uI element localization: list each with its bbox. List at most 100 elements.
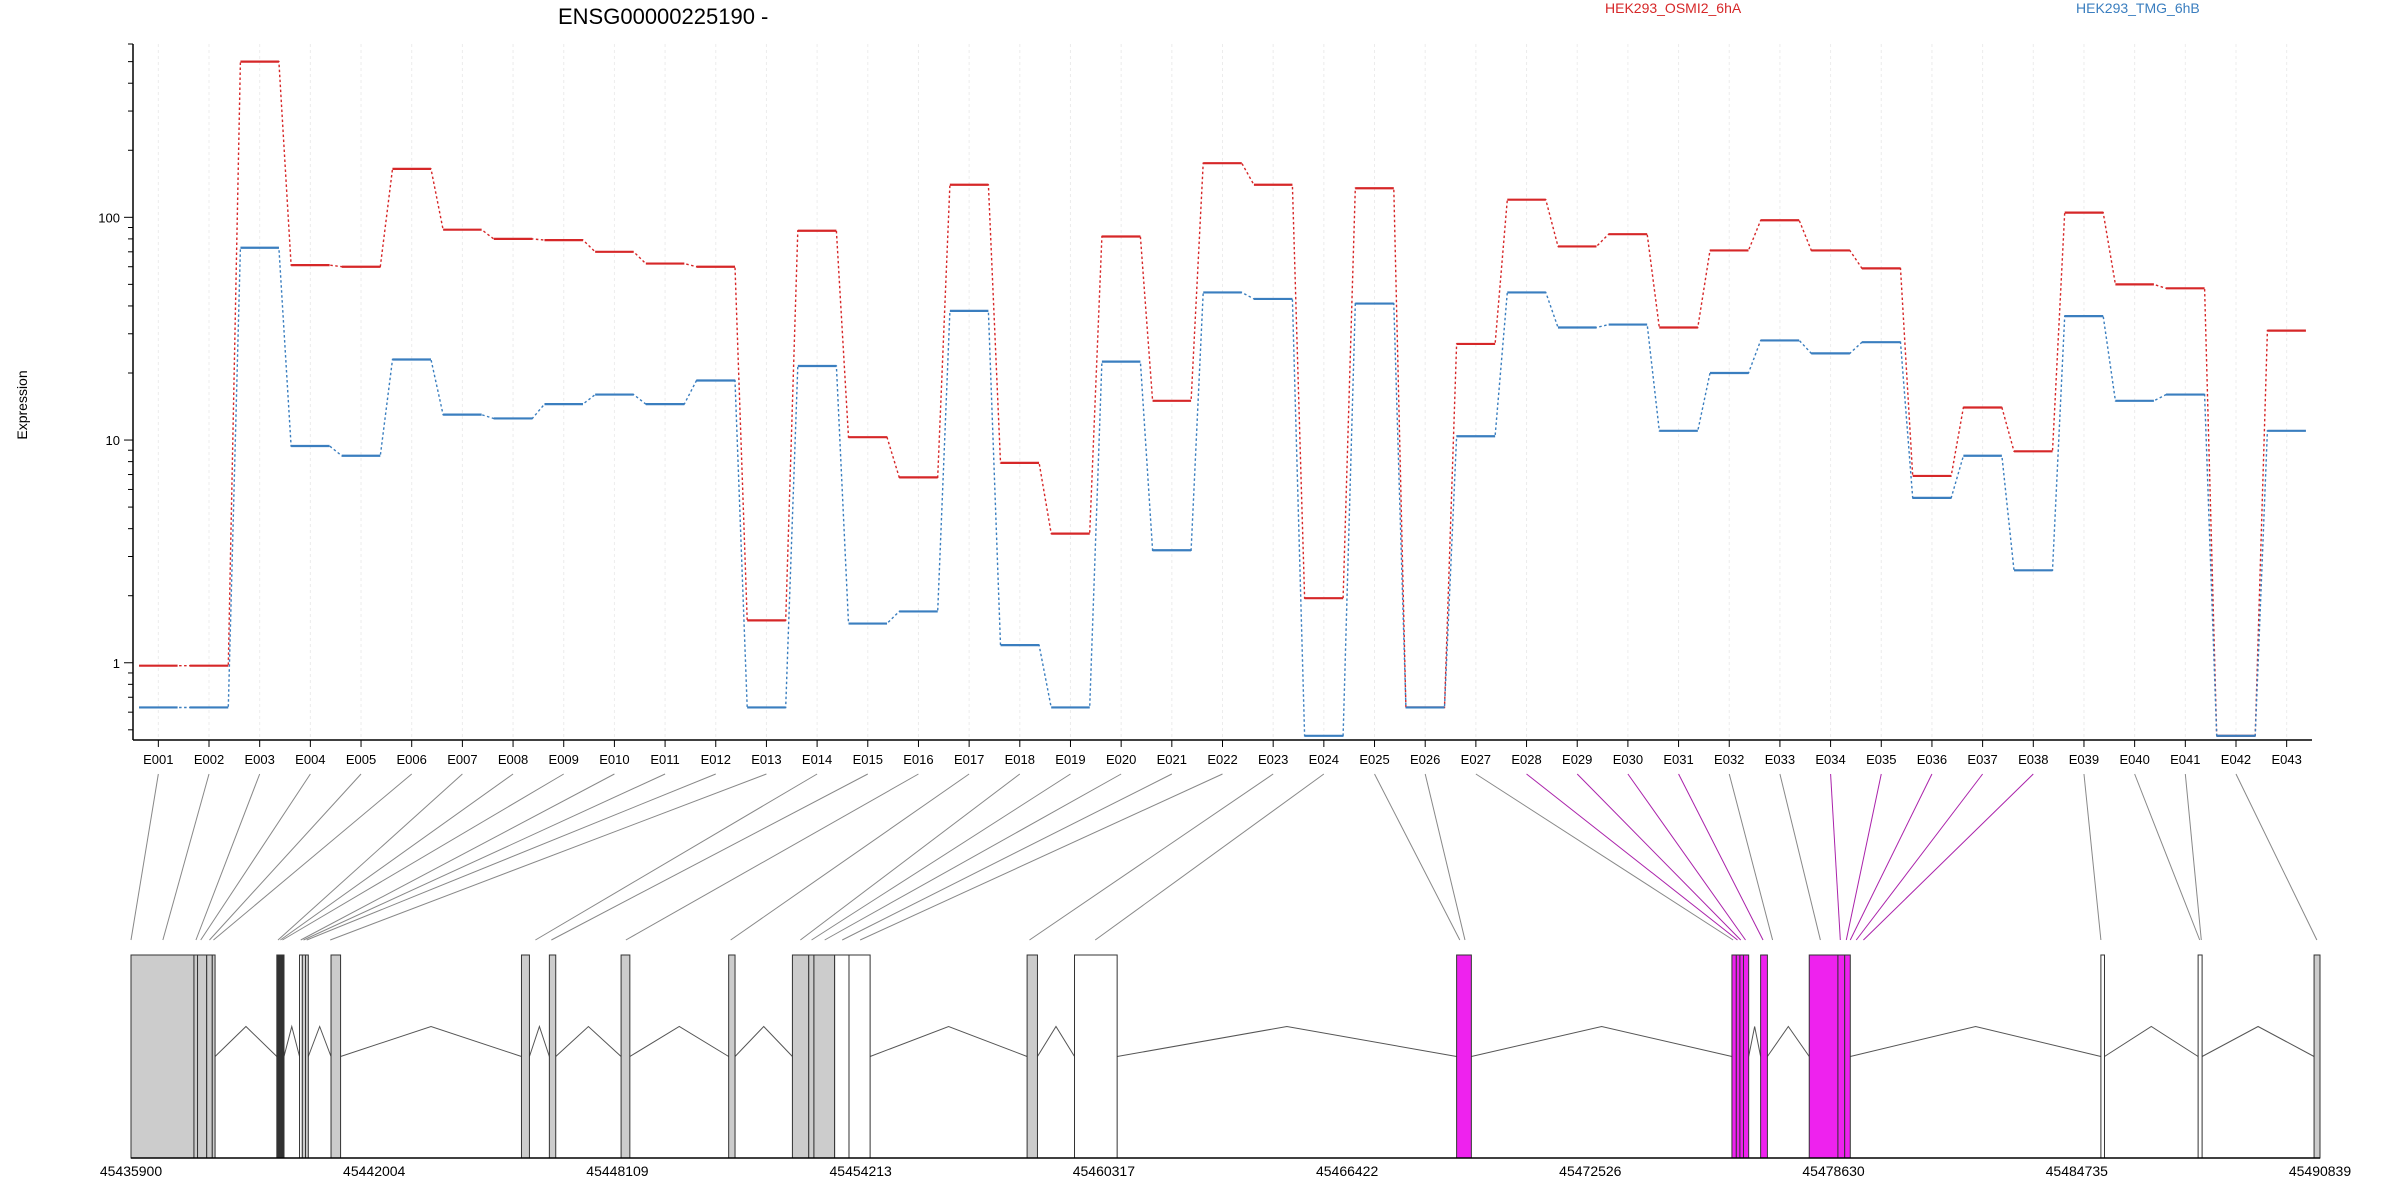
x-axis: E001 E002 E003 E004 E005 E006 E007 E008 E009 E010… xyxy=(133,739,2312,767)
series-1 xyxy=(139,60,2306,737)
exon-connector xyxy=(1855,773,1984,941)
x-tick-label: E015 xyxy=(853,752,883,767)
exon-connector xyxy=(859,773,1223,941)
exon-block xyxy=(193,954,199,1159)
exon-block xyxy=(211,954,216,1159)
exon-connectors xyxy=(130,773,2318,941)
x-tick-label: E042 xyxy=(2221,752,2251,767)
exon-connector xyxy=(1029,773,1274,941)
x-tick-label: E036 xyxy=(1917,752,1947,767)
x-tick-label: E021 xyxy=(1157,752,1187,767)
exon-block xyxy=(305,954,309,1159)
legend-label-series-1: HEK293_OSMI2_6hA xyxy=(1605,0,1742,16)
genome-tick-label: 45478630 xyxy=(1802,1163,1865,1179)
genome-tick-label: 45466422 xyxy=(1316,1163,1379,1179)
exon-connector xyxy=(1849,773,1933,941)
exon-connector xyxy=(1830,773,1841,941)
exon-block xyxy=(548,954,557,1159)
intron-line xyxy=(629,1025,729,1057)
exon-block xyxy=(1760,954,1768,1159)
exon-connector xyxy=(730,773,970,941)
x-tick-label: E041 xyxy=(2170,752,2200,767)
x-tick-label: E031 xyxy=(1663,752,1693,767)
gene-model xyxy=(130,954,2321,1159)
exon-block xyxy=(2100,954,2105,1159)
exon-connector xyxy=(330,773,767,941)
exon-connector xyxy=(1779,773,1821,941)
exon-connector xyxy=(551,773,869,941)
x-tick-label: E028 xyxy=(1511,752,1541,767)
x-tick-label: E006 xyxy=(397,752,427,767)
genome-tick-label: 45472526 xyxy=(1559,1163,1622,1179)
exon-connector xyxy=(1627,773,1746,941)
intron-line xyxy=(528,1024,550,1057)
chart-title: ENSG00000225190 - xyxy=(558,4,768,29)
y-axis-label: Expression xyxy=(14,370,30,439)
y-tick-label: 10 xyxy=(106,433,120,448)
intron-line xyxy=(1850,1025,2102,1057)
exon-connector xyxy=(195,773,261,941)
exon-connector xyxy=(2083,773,2102,941)
exon-block xyxy=(2313,954,2321,1159)
exon-connector xyxy=(209,773,362,941)
intron-line xyxy=(340,1025,522,1057)
expression-series xyxy=(139,60,2306,737)
x-tick-label: E022 xyxy=(1207,752,1237,767)
intron-line xyxy=(869,1025,1028,1057)
x-tick-label: E019 xyxy=(1055,752,1085,767)
x-tick-label: E026 xyxy=(1410,752,1440,767)
x-tick-label: E038 xyxy=(2018,752,2048,767)
intron-line xyxy=(307,1025,332,1057)
x-tick-label: E003 xyxy=(244,752,274,767)
x-tick-label: E035 xyxy=(1866,752,1896,767)
exon-connector xyxy=(200,773,311,941)
x-tick-label: E027 xyxy=(1461,752,1491,767)
exon-connector xyxy=(841,773,1173,941)
exon-connector xyxy=(2235,773,2318,941)
exon-connector xyxy=(130,773,159,941)
exon-block xyxy=(791,954,810,1159)
exon-block xyxy=(848,954,871,1159)
exon-connector xyxy=(213,773,413,941)
intron-line xyxy=(555,1025,622,1057)
exon-connector xyxy=(811,773,1071,941)
x-tick-label: E009 xyxy=(549,752,579,767)
x-tick-label: E018 xyxy=(1005,752,1035,767)
x-tick-label: E029 xyxy=(1562,752,1592,767)
exon-block xyxy=(1735,954,1741,1159)
x-tick-label: E020 xyxy=(1106,752,1136,767)
x-tick-label: E005 xyxy=(346,752,376,767)
x-tick-label: E023 xyxy=(1258,752,1288,767)
exon-connector xyxy=(300,773,615,941)
exon-block xyxy=(1844,954,1851,1159)
x-tick-label: E033 xyxy=(1765,752,1795,767)
exon-block xyxy=(1731,954,1737,1159)
exon-connector xyxy=(1374,773,1461,941)
x-tick-label: E043 xyxy=(2271,752,2301,767)
x-tick-label: E032 xyxy=(1714,752,1744,767)
exon-connector xyxy=(2134,773,2201,941)
x-tick-label: E011 xyxy=(650,752,679,767)
x-tick-label: E034 xyxy=(1815,752,1845,767)
exon-block xyxy=(206,954,213,1159)
x-tick-label: E024 xyxy=(1309,752,1339,767)
x-tick-label: E001 xyxy=(143,752,173,767)
y-tick-label: 1 xyxy=(113,656,120,671)
y-axis: 1 10 100 xyxy=(98,43,134,740)
exon-connector xyxy=(1526,773,1738,941)
x-tick-label: E039 xyxy=(2069,752,2099,767)
x-tick-label: E012 xyxy=(701,752,731,767)
x-tick-label: E014 xyxy=(802,752,832,767)
x-tick-label: E007 xyxy=(447,752,477,767)
exon-block xyxy=(1074,954,1118,1159)
exon-block xyxy=(1026,954,1038,1159)
exon-connector xyxy=(1728,773,1774,941)
exon-connector xyxy=(1576,773,1742,941)
intron-line xyxy=(214,1025,278,1057)
exon-connector xyxy=(162,773,210,941)
intron-line xyxy=(1037,1025,1075,1057)
x-tick-label: E025 xyxy=(1359,752,1389,767)
intron-line xyxy=(2201,1025,2315,1057)
exon-block xyxy=(197,954,208,1159)
